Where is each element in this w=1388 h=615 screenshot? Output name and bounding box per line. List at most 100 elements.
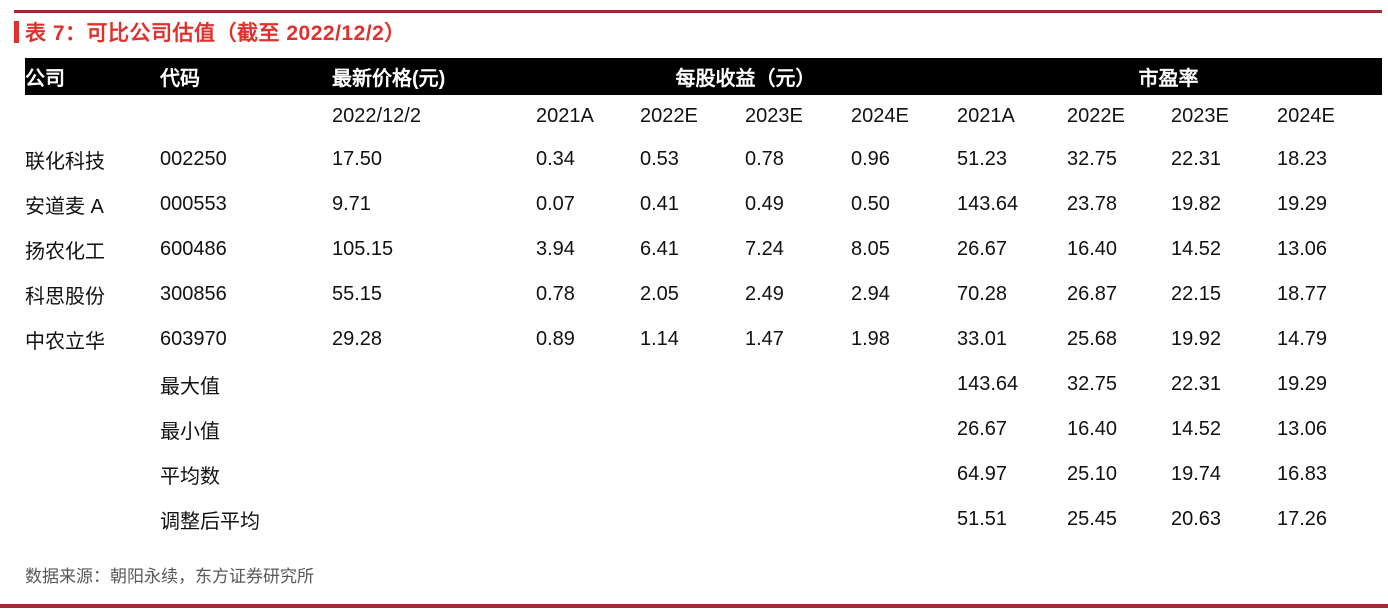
cell-price: 29.28 xyxy=(332,328,383,350)
cell-eps-2024e xyxy=(851,452,957,497)
cell-eps-2021a: 0.78 xyxy=(536,283,575,305)
header-band-row: 公司 代码 最新价格(元) 每股收益（元） 市盈率 xyxy=(25,58,1382,95)
cell-pe-2024e: 14.79 xyxy=(1277,328,1328,350)
subheader-pe-2022e: 2022E xyxy=(1067,104,1125,127)
cell-eps-2022e xyxy=(640,452,745,497)
table-row: 中农立华 603970 29.28 0.89 1.14 1.47 1.98 33… xyxy=(25,317,1382,362)
cell-eps-2024e xyxy=(851,362,957,407)
cell-eps-2021a xyxy=(536,362,640,407)
table-row: 安道麦 A 000553 9.71 0.07 0.41 0.49 0.50 14… xyxy=(25,182,1382,227)
cell-company: 科思股份 xyxy=(25,286,105,308)
cell-price: 105.15 xyxy=(332,238,394,260)
cell-company xyxy=(25,497,160,542)
cell-eps-2021a xyxy=(536,452,640,497)
cell-pe-2021a: 143.64 xyxy=(957,193,1019,215)
col-header-code: 代码 xyxy=(160,58,332,95)
cell-summary-label: 最小值 xyxy=(160,421,220,443)
cell-pe-2023e: 22.31 xyxy=(1171,373,1222,395)
cell-pe-2023e: 19.74 xyxy=(1171,463,1222,485)
top-rule xyxy=(14,10,1382,13)
cell-pe-2022e: 25.45 xyxy=(1067,508,1118,530)
cell-code: 603970 xyxy=(160,328,227,350)
cell-eps-2021a xyxy=(536,407,640,452)
cell-summary-label: 调整后平均 xyxy=(160,511,260,533)
cell-pe-2022e: 32.75 xyxy=(1067,373,1118,395)
cell-company: 中农立华 xyxy=(25,331,105,353)
subheader-eps-2021a: 2021A xyxy=(536,104,594,127)
cell-eps-2022e: 2.05 xyxy=(640,283,679,305)
cell-eps-2022e: 0.41 xyxy=(640,193,679,215)
table-row: 扬农化工 600486 105.15 3.94 6.41 7.24 8.05 2… xyxy=(25,227,1382,272)
cell-eps-2021a: 0.89 xyxy=(536,328,575,350)
subheader-eps-2022e: 2022E xyxy=(640,104,698,127)
cell-pe-2023e: 19.92 xyxy=(1171,328,1222,350)
cell-pe-2021a: 51.51 xyxy=(957,508,1008,530)
cell-eps-2022e xyxy=(640,497,745,542)
cell-eps-2023e: 1.47 xyxy=(745,328,784,350)
cell-pe-2024e: 18.23 xyxy=(1277,148,1328,170)
cell-pe-2022e: 16.40 xyxy=(1067,418,1118,440)
cell-pe-2021a: 26.67 xyxy=(957,238,1008,260)
cell-company: 安道麦 A xyxy=(25,196,104,218)
cell-summary-label: 最大值 xyxy=(160,376,220,398)
subheader-pe-2023e: 2023E xyxy=(1171,104,1229,127)
cell-company: 扬农化工 xyxy=(25,241,105,263)
table-row-summary-min: 最小值 26.67 16.40 14.52 13.06 xyxy=(25,407,1382,452)
cell-eps-2021a: 3.94 xyxy=(536,238,575,260)
cell-summary-label: 平均数 xyxy=(160,466,220,488)
cell-eps-2023e xyxy=(745,362,851,407)
cell-eps-2024e: 0.96 xyxy=(851,148,890,170)
cell-eps-2023e xyxy=(745,452,851,497)
cell-eps-2021a: 0.34 xyxy=(536,148,575,170)
group-header-pe: 市盈率 xyxy=(957,58,1382,95)
subheader-price-date: 2022/12/2 xyxy=(332,104,421,127)
cell-pe-2021a: 51.23 xyxy=(957,148,1008,170)
cell-eps-2023e: 0.49 xyxy=(745,193,784,215)
table-row-summary-avg: 平均数 64.97 25.10 19.74 16.83 xyxy=(25,452,1382,497)
cell-company xyxy=(25,407,160,452)
subheader-pe-2024e: 2024E xyxy=(1277,104,1335,127)
cell-eps-2022e: 0.53 xyxy=(640,148,679,170)
cell-pe-2022e: 23.78 xyxy=(1067,193,1118,215)
table-row-summary-max: 最大值 143.64 32.75 22.31 19.29 xyxy=(25,362,1382,407)
subheader-row: 2022/12/2 2021A 2022E 2023E 2024E 2021A … xyxy=(25,95,1382,137)
cell-eps-2022e xyxy=(640,407,745,452)
cell-code: 002250 xyxy=(160,148,227,170)
cell-price xyxy=(332,407,536,452)
subheader-pe-2021a: 2021A xyxy=(957,104,1015,127)
subheader-eps-2024e: 2024E xyxy=(851,104,909,127)
cell-pe-2021a: 143.64 xyxy=(957,373,1019,395)
cell-pe-2023e: 20.63 xyxy=(1171,508,1222,530)
cell-eps-2023e: 2.49 xyxy=(745,283,784,305)
cell-price: 55.15 xyxy=(332,283,383,305)
cell-eps-2022e xyxy=(640,362,745,407)
cell-pe-2024e: 13.06 xyxy=(1277,238,1328,260)
cell-pe-2024e: 18.77 xyxy=(1277,283,1328,305)
cell-eps-2024e: 0.50 xyxy=(851,193,890,215)
cell-pe-2022e: 16.40 xyxy=(1067,238,1118,260)
cell-price xyxy=(332,497,536,542)
table-row: 联化科技 002250 17.50 0.34 0.53 0.78 0.96 51… xyxy=(25,137,1382,182)
cell-pe-2023e: 22.15 xyxy=(1171,283,1222,305)
subheader-empty xyxy=(25,95,160,137)
cell-company: 联化科技 xyxy=(25,151,105,173)
cell-pe-2024e: 19.29 xyxy=(1277,373,1328,395)
bottom-rule xyxy=(0,604,1388,608)
table-title-row: 表 7：可比公司估值（截至 2022/12/2） xyxy=(14,18,1388,46)
cell-eps-2024e: 8.05 xyxy=(851,238,890,260)
cell-pe-2021a: 33.01 xyxy=(957,328,1008,350)
cell-pe-2023e: 22.31 xyxy=(1171,148,1222,170)
cell-pe-2022e: 25.68 xyxy=(1067,328,1118,350)
col-header-company: 公司 xyxy=(25,58,160,95)
subheader-empty xyxy=(160,95,332,137)
cell-eps-2021a: 0.07 xyxy=(536,193,575,215)
cell-eps-2024e: 1.98 xyxy=(851,328,890,350)
col-header-price: 最新价格(元) xyxy=(332,58,536,95)
cell-pe-2024e: 17.26 xyxy=(1277,508,1328,530)
table-title: 表 7：可比公司估值（截至 2022/12/2） xyxy=(25,22,406,45)
cell-eps-2023e: 0.78 xyxy=(745,148,784,170)
cell-eps-2022e: 6.41 xyxy=(640,238,679,260)
cell-price xyxy=(332,362,536,407)
cell-code: 300856 xyxy=(160,283,227,305)
cell-eps-2024e xyxy=(851,407,957,452)
